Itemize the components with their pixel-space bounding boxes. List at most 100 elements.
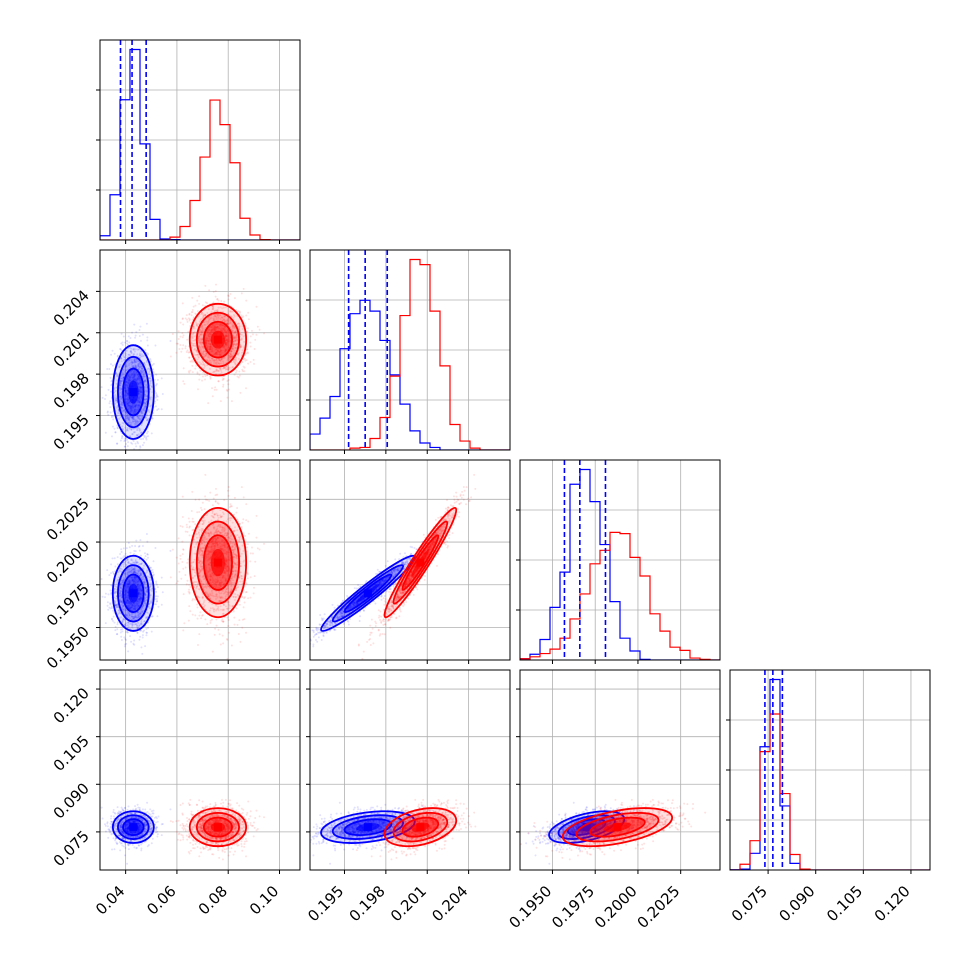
- scatter-point: [133, 359, 136, 362]
- scatter-point: [119, 377, 122, 380]
- scatter-point: [119, 391, 122, 394]
- scatter-point: [122, 368, 125, 371]
- scatter-point: [209, 338, 212, 341]
- scatter-point: [110, 380, 113, 383]
- scatter-point: [110, 592, 113, 595]
- scatter-point: [136, 420, 139, 423]
- scatter-point: [113, 557, 116, 560]
- scatter-point: [190, 314, 193, 317]
- scatter-point: [220, 325, 223, 328]
- scatter-point: [201, 379, 204, 382]
- scatter-point: [100, 578, 103, 581]
- scatter-point: [134, 377, 137, 380]
- scatter-point: [132, 365, 135, 368]
- scatter-point: [211, 395, 214, 398]
- scatter-point: [139, 325, 142, 328]
- scatter-point: [176, 342, 179, 345]
- scatter-point: [140, 431, 143, 434]
- scatter-point: [208, 347, 211, 350]
- scatter-point: [125, 416, 128, 419]
- scatter-point: [255, 333, 258, 336]
- scatter-point: [211, 346, 214, 349]
- scatter-point: [211, 305, 214, 308]
- scatter-point: [220, 329, 223, 332]
- scatter-point: [114, 629, 117, 632]
- scatter-point: [235, 607, 238, 610]
- scatter-point: [140, 367, 143, 370]
- scatter-point: [137, 382, 140, 385]
- scatter-point: [225, 345, 228, 348]
- scatter-point: [207, 342, 210, 345]
- scatter-point: [116, 563, 119, 566]
- scatter-point: [118, 395, 121, 398]
- scatter-point: [198, 373, 201, 376]
- scatter-point: [232, 332, 235, 335]
- scatter-point: [175, 351, 178, 354]
- scatter-point: [133, 412, 136, 415]
- scatter-point: [222, 385, 225, 388]
- scatter-point: [233, 349, 236, 352]
- scatter-point: [150, 432, 153, 435]
- scatter-point: [128, 341, 131, 344]
- scatter-point: [197, 335, 200, 338]
- scatter-point: [129, 409, 132, 412]
- scatter-point: [217, 327, 220, 330]
- scatter-point: [130, 405, 133, 408]
- scatter-point: [213, 349, 216, 352]
- scatter-point: [127, 382, 130, 385]
- scatter-point: [155, 392, 158, 395]
- scatter-point: [241, 370, 244, 373]
- scatter-point: [143, 379, 146, 382]
- scatter-point: [206, 302, 209, 305]
- scatter-point: [114, 431, 117, 434]
- scatter-point: [138, 417, 141, 420]
- scatter-point: [231, 329, 234, 332]
- scatter-point: [131, 417, 134, 420]
- scatter-point: [141, 415, 144, 418]
- scatter-point: [222, 367, 225, 370]
- scatter-point: [229, 356, 232, 359]
- scatter-point: [115, 442, 118, 445]
- scatter-point: [179, 335, 182, 338]
- scatter-point: [219, 368, 222, 371]
- scatter-point: [145, 435, 148, 438]
- scatter-point: [119, 552, 122, 555]
- scatter-point: [131, 416, 134, 419]
- scatter-point: [127, 398, 130, 401]
- scatter-point: [140, 454, 142, 456]
- scatter-point: [126, 393, 129, 396]
- scatter-point: [230, 349, 233, 352]
- scatter-point: [155, 382, 158, 385]
- scatter-point: [125, 380, 128, 383]
- scatter-point: [115, 372, 118, 375]
- scatter-point: [107, 593, 110, 596]
- scatter-point: [209, 376, 212, 379]
- scatter-point: [234, 330, 237, 333]
- scatter-point: [130, 378, 133, 381]
- scatter-point: [213, 309, 216, 312]
- scatter-point: [136, 440, 139, 443]
- scatter-point: [220, 352, 223, 355]
- scatter-point: [133, 373, 136, 376]
- scatter-point: [210, 361, 213, 364]
- scatter-point: [199, 506, 202, 509]
- scatter-point: [115, 382, 118, 385]
- scatter-point: [111, 349, 114, 352]
- scatter-point: [232, 324, 235, 327]
- scatter-point: [211, 358, 214, 361]
- scatter-point: [212, 497, 215, 500]
- scatter-point: [154, 405, 157, 408]
- scatter-point: [136, 434, 139, 437]
- scatter-point: [125, 402, 128, 405]
- scatter-point: [213, 326, 216, 329]
- scatter-point: [238, 325, 241, 328]
- scatter-point: [136, 406, 139, 409]
- scatter-point: [149, 405, 152, 408]
- scatter-point: [129, 370, 132, 373]
- scatter-point: [129, 410, 132, 413]
- scatter-point: [131, 376, 134, 379]
- scatter-point: [189, 360, 192, 363]
